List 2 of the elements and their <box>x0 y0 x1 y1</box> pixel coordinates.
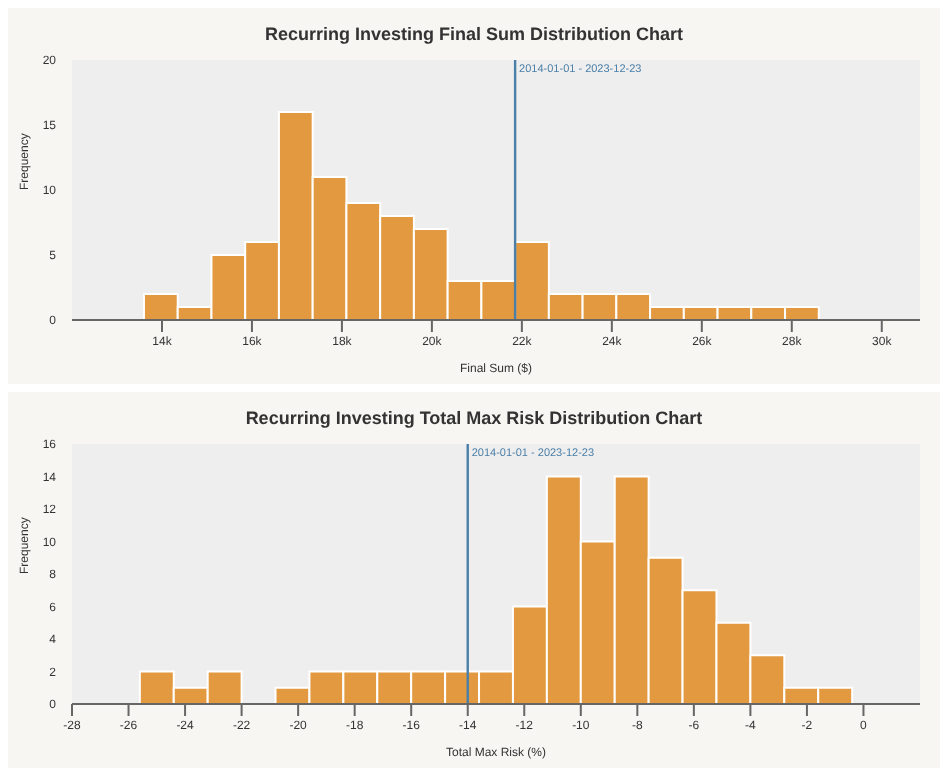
chart-title: Recurring Investing Final Sum Distribution Chart <box>262 22 686 48</box>
chart-title: Recurring Investing Total Max Risk Distribution Chart <box>243 406 705 432</box>
